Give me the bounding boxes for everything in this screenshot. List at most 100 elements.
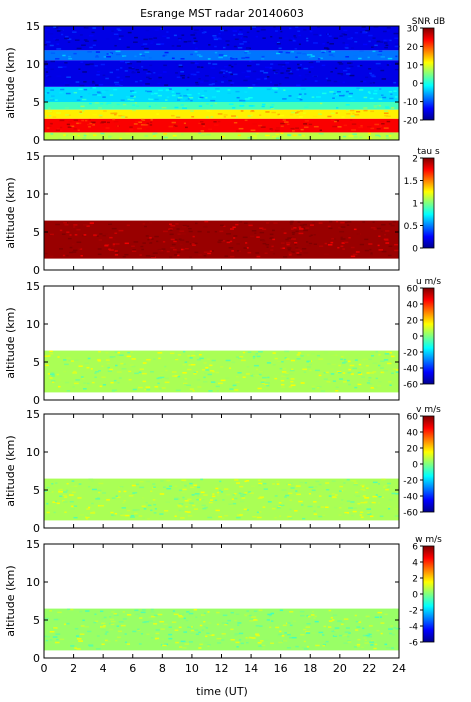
panel-1-speckle bbox=[388, 90, 393, 93]
panel-1-speckle bbox=[368, 34, 373, 37]
panel-4-speckle bbox=[183, 492, 186, 494]
panel-4-speckle bbox=[78, 483, 82, 485]
panel-3-speckle bbox=[158, 375, 164, 377]
panel-1-speckle bbox=[163, 133, 168, 135]
panel-1-speckle bbox=[211, 96, 217, 98]
panel-1-speckle bbox=[165, 89, 169, 92]
panel-4-speckle bbox=[224, 514, 229, 517]
panel-3-speckle bbox=[281, 361, 284, 363]
panel-5-speckle bbox=[79, 610, 83, 613]
panel-1-speckle bbox=[347, 62, 352, 64]
panel-1-speckle bbox=[190, 110, 194, 112]
panel-3-speckle bbox=[252, 355, 256, 358]
panel-2-speckle bbox=[188, 230, 193, 233]
panel-1-speckle bbox=[152, 133, 156, 135]
panel-2-speckle bbox=[161, 248, 166, 250]
panel-3-speckle bbox=[370, 387, 375, 389]
panel-2-speckle bbox=[108, 223, 113, 225]
panel-1-speckle bbox=[368, 68, 372, 70]
panel-2-speckle bbox=[160, 250, 164, 253]
panel-1-speckle bbox=[101, 121, 106, 123]
panel-5-speckle bbox=[282, 624, 287, 627]
panel-2-speckle bbox=[203, 255, 207, 257]
panel-4-speckle bbox=[285, 494, 290, 497]
panel-2-speckle bbox=[338, 226, 342, 229]
panel-1-speckle bbox=[80, 61, 84, 63]
panel-1-speckle bbox=[53, 38, 57, 40]
panel-1-speckle bbox=[317, 51, 322, 54]
panel-1-speckle bbox=[316, 96, 321, 98]
panel-5-speckle bbox=[103, 625, 106, 627]
panel-4-speckle bbox=[166, 479, 171, 482]
panel-1-speckle bbox=[146, 102, 150, 105]
panel-1-speckle bbox=[279, 83, 282, 85]
panel-1-speckle bbox=[148, 105, 151, 108]
panel-5-speckle bbox=[110, 623, 115, 626]
panel-2-speckle bbox=[111, 238, 116, 241]
panel-4-speckle bbox=[353, 482, 358, 485]
panel-2-speckle bbox=[185, 241, 189, 243]
panel-3-speckle bbox=[80, 385, 83, 388]
panel-4-speckle bbox=[180, 481, 184, 483]
panel-3-speckle bbox=[158, 357, 161, 360]
panel-5-speckle bbox=[198, 647, 202, 649]
panel-5-speckle bbox=[202, 614, 206, 616]
panel-1-speckle bbox=[328, 50, 331, 53]
panel-3-speckle bbox=[127, 368, 132, 370]
panel-1-speckle bbox=[147, 71, 152, 74]
panel-5-speckle bbox=[305, 631, 310, 633]
panel-2-speckle bbox=[98, 239, 102, 241]
panel-4-speckle bbox=[272, 483, 275, 485]
panel-1-speckle bbox=[99, 116, 103, 118]
panel-5-speckle bbox=[255, 633, 259, 635]
panel-4-speckle bbox=[200, 491, 205, 494]
panel-1-speckle bbox=[235, 90, 240, 93]
panel-1-speckle bbox=[216, 90, 220, 93]
panel-1-speckle bbox=[90, 121, 96, 124]
panel-3-speckle bbox=[211, 359, 216, 362]
panel-1-speckle bbox=[45, 28, 50, 31]
panel-1-speckle bbox=[95, 84, 99, 86]
panel-1-speckle bbox=[304, 73, 310, 76]
panel-5-speckle bbox=[163, 623, 168, 626]
panel-3-speckle bbox=[256, 355, 261, 358]
panel-3-speckle bbox=[57, 356, 60, 358]
panel-4-speckle bbox=[348, 507, 353, 509]
panel-2-speckle bbox=[310, 224, 314, 226]
panel-3-speckle bbox=[194, 353, 199, 355]
panel-2-speckle bbox=[189, 256, 192, 258]
panel-1-speckle bbox=[241, 99, 246, 102]
panel-2-speckle bbox=[377, 227, 382, 230]
panel-2-speckle bbox=[188, 227, 192, 230]
panel-1-speckle bbox=[183, 41, 188, 43]
panel-2-speckle bbox=[97, 253, 102, 256]
panel-3-speckle bbox=[84, 362, 90, 365]
panel-2-speckle bbox=[139, 254, 142, 256]
panel-1-speckle bbox=[146, 90, 152, 93]
panel-2-speckle bbox=[390, 224, 395, 227]
panel-1-speckle bbox=[318, 134, 321, 137]
panel-4-speckle bbox=[343, 513, 348, 515]
panel-5-speckle bbox=[110, 620, 116, 623]
panel-4-speckle bbox=[96, 497, 100, 500]
panel-5-speckle bbox=[141, 609, 146, 611]
panel-1-speckle bbox=[351, 35, 356, 38]
x-tick-label: 20 bbox=[333, 662, 347, 675]
panel-1-speckle bbox=[374, 90, 378, 92]
panel-1-speckle bbox=[300, 110, 304, 112]
panel-5-speckle bbox=[238, 639, 241, 642]
panel-3-speckle bbox=[348, 368, 351, 371]
panel-5-speckle bbox=[99, 610, 104, 613]
panel-1-speckle bbox=[266, 88, 271, 91]
colorbar-tick-label: 20 bbox=[407, 445, 419, 455]
panel-3-speckle bbox=[70, 360, 74, 362]
panel-3-speckle bbox=[158, 377, 162, 379]
panel-5-speckle bbox=[203, 612, 207, 615]
panel-1-speckle bbox=[83, 88, 88, 91]
panel-1-speckle bbox=[321, 64, 326, 67]
panel-1-speckle bbox=[113, 112, 118, 114]
panel-1-speckle bbox=[200, 81, 204, 83]
panel-4-speckle bbox=[184, 500, 189, 502]
panel-5-speckle bbox=[162, 644, 167, 647]
panel-4-speckle bbox=[121, 507, 126, 509]
